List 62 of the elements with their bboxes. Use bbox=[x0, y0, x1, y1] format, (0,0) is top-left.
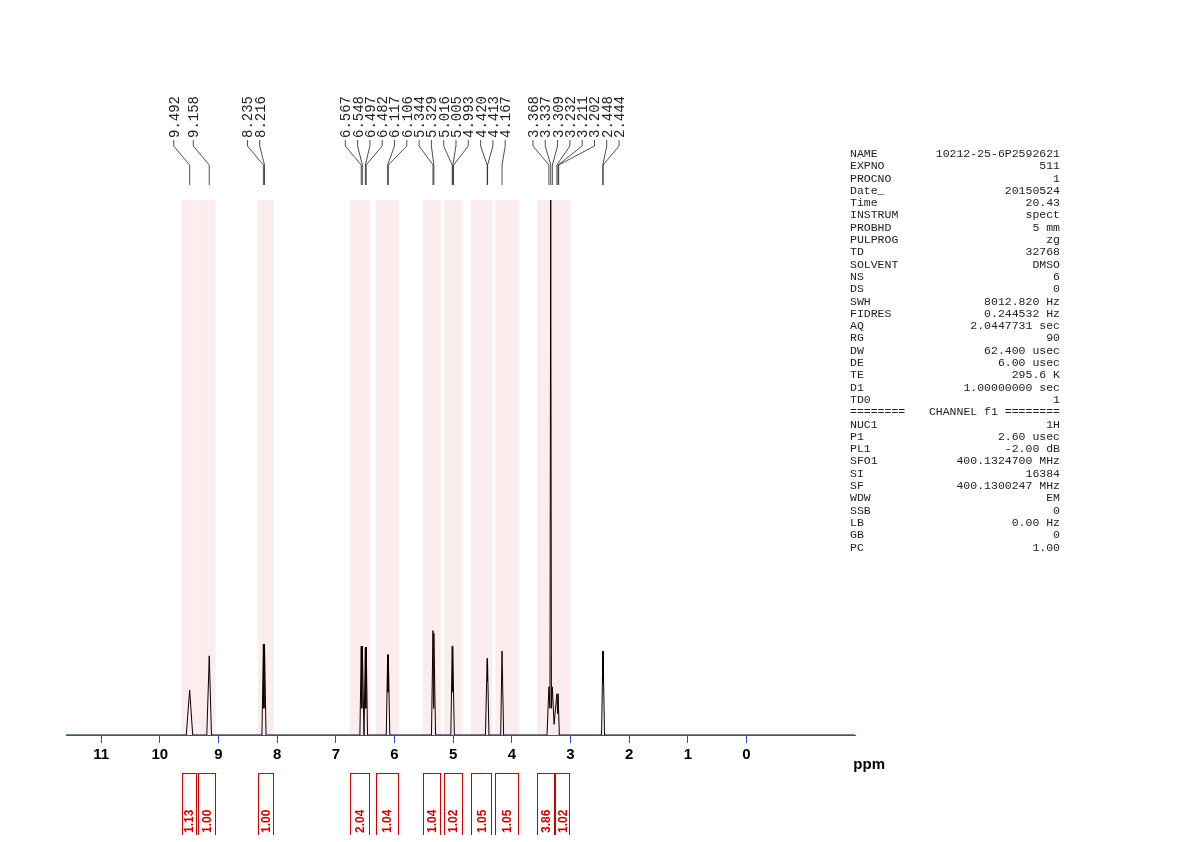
band-label: 1.00 bbox=[258, 809, 273, 833]
text: NS 6 bbox=[850, 269, 1060, 283]
band-label: 1.04 bbox=[424, 809, 439, 833]
text: GB 0 bbox=[850, 528, 1060, 542]
annotation: 4.167 bbox=[498, 95, 515, 138]
annotation: 8.216 bbox=[252, 95, 269, 138]
band-label: 1.04 bbox=[380, 809, 395, 833]
text: LB 0.00 Hz bbox=[850, 515, 1060, 529]
x-tick-label: 10 bbox=[151, 745, 169, 763]
band-label: 2.04 bbox=[353, 809, 368, 833]
text: SF 400.1300247 MHz bbox=[850, 479, 1060, 493]
text: SOLVENT DMSO bbox=[850, 257, 1060, 271]
text: AQ 2.0447731 sec bbox=[850, 319, 1060, 333]
text: PROCNO 1 bbox=[850, 171, 1060, 185]
annotation: 9.158 bbox=[186, 95, 203, 138]
band-label: 1.05 bbox=[500, 809, 515, 833]
text: PL1 -2.00 dB bbox=[850, 442, 1060, 456]
x-tick-label: 3 bbox=[566, 745, 575, 763]
text: SWH 8012.820 Hz bbox=[850, 294, 1060, 308]
band-label: 1.00 bbox=[199, 809, 214, 833]
text: EXPNO 511 bbox=[850, 159, 1060, 173]
text: ======== CHANNEL f1 ======== bbox=[850, 405, 1060, 419]
text: TE 295.6 K bbox=[850, 368, 1060, 382]
band-label: 1.05 bbox=[474, 809, 489, 833]
annotation: 9.492 bbox=[166, 95, 183, 138]
text: P1 2.60 usec bbox=[850, 429, 1060, 443]
text: DE 6.00 usec bbox=[850, 356, 1060, 370]
x-tick-label: 8 bbox=[273, 745, 282, 763]
text: RG 90 bbox=[850, 331, 1060, 345]
x-axis-title: ppm bbox=[853, 754, 885, 772]
text: WDW EM bbox=[850, 491, 1060, 505]
x-tick-label: 9 bbox=[214, 745, 223, 763]
text: NAME 10212-25-6P2592621 bbox=[850, 147, 1060, 160]
band-label: 1.02 bbox=[555, 809, 570, 833]
x-tick-label: 1 bbox=[683, 745, 692, 763]
text: SFO1 400.1324700 MHz bbox=[850, 454, 1060, 468]
text: DS 0 bbox=[850, 282, 1060, 296]
band-label: 1.13 bbox=[182, 809, 197, 833]
text: INSTRUM spect bbox=[850, 208, 1060, 222]
text: NUC1 1H bbox=[850, 417, 1060, 431]
x-tick-label: 5 bbox=[449, 745, 458, 763]
x-tick-label: 11 bbox=[93, 745, 110, 763]
text: TD 32768 bbox=[850, 245, 1060, 259]
text: FIDRES 0.244532 Hz bbox=[850, 306, 1060, 320]
text: D1 1.00000000 sec bbox=[850, 380, 1060, 394]
text: DW 62.400 usec bbox=[850, 343, 1060, 357]
text: SI 16384 bbox=[850, 466, 1060, 480]
text: PULPROG zg bbox=[850, 233, 1060, 247]
x-tick-label: 2 bbox=[624, 745, 634, 763]
text: Date_ 20150524 bbox=[850, 183, 1060, 197]
text: PC 1.00 bbox=[850, 540, 1060, 554]
annotation: 2.444 bbox=[612, 95, 629, 138]
band-label: 3.86 bbox=[538, 809, 553, 833]
x-tick-label: 0 bbox=[742, 745, 751, 763]
text: PROBHD 5 mm bbox=[850, 220, 1060, 234]
text: SSB 0 bbox=[850, 503, 1060, 517]
x-tick-label: 4 bbox=[507, 745, 517, 763]
x-tick-label: 6 bbox=[390, 745, 399, 763]
band-label: 1.02 bbox=[446, 809, 461, 833]
text: Time 20.43 bbox=[850, 196, 1060, 210]
x-tick-label: 7 bbox=[331, 745, 341, 763]
text: TD0 1 bbox=[850, 392, 1060, 406]
